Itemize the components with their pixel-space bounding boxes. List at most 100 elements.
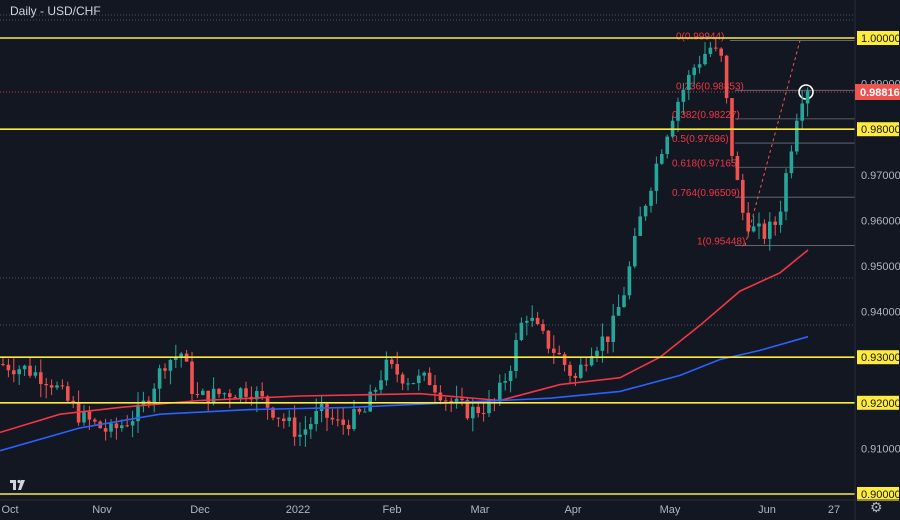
fib-level-label: 0(0.99944) bbox=[676, 32, 724, 43]
candle-body bbox=[373, 389, 378, 392]
candle-body bbox=[805, 90, 810, 104]
candle-body bbox=[411, 383, 416, 385]
candle-body bbox=[136, 404, 140, 422]
candle-body bbox=[1, 364, 5, 366]
candle-body bbox=[244, 388, 248, 397]
level-price-tag bbox=[857, 350, 899, 365]
candle-body bbox=[433, 385, 437, 393]
candle-body bbox=[589, 356, 594, 366]
candle-body bbox=[238, 388, 243, 398]
candle-body bbox=[795, 120, 799, 152]
fib-level-label: 0.764(0.96509) bbox=[672, 188, 740, 199]
candle-body bbox=[55, 385, 59, 388]
price-tick-label: 1.00000 bbox=[861, 33, 900, 45]
candle-body bbox=[525, 320, 529, 323]
candle-body bbox=[93, 419, 97, 422]
candle-body bbox=[676, 101, 680, 121]
tradingview-logo-icon bbox=[10, 479, 25, 490]
candle-body bbox=[6, 364, 11, 371]
candle-body bbox=[681, 89, 686, 102]
candle-body bbox=[195, 394, 200, 396]
candle-body bbox=[600, 336, 605, 351]
candle-body bbox=[541, 324, 545, 331]
candle-body bbox=[174, 356, 178, 360]
candle-body bbox=[233, 397, 237, 399]
candlestick-series bbox=[1, 38, 810, 447]
candle-body bbox=[471, 406, 475, 419]
candle-body bbox=[66, 386, 70, 401]
candle-body bbox=[606, 336, 610, 342]
candle-body bbox=[789, 151, 794, 174]
fib-level-label: 0.382(0.98227) bbox=[672, 110, 740, 121]
candle-body bbox=[49, 385, 54, 388]
candle-body bbox=[773, 221, 777, 225]
candle-body bbox=[314, 411, 318, 424]
fib-level-label: 1(0.95448) bbox=[697, 237, 745, 248]
candle-body bbox=[454, 398, 459, 404]
time-axis[interactable]: Oct Nov Dec 2022 Feb Mar Apr May Jun 27 bbox=[0, 499, 900, 516]
candle-body bbox=[503, 380, 507, 383]
price-tick-label: 0.93000 bbox=[861, 352, 900, 364]
candle-body bbox=[417, 375, 421, 384]
horizontal-levels bbox=[0, 37, 855, 495]
candle-body bbox=[757, 223, 761, 227]
candle-body bbox=[157, 368, 162, 389]
candle-body bbox=[255, 390, 259, 400]
level-price-tag bbox=[857, 122, 899, 137]
candle-body bbox=[33, 372, 38, 376]
candle-body bbox=[346, 424, 351, 430]
candle-body bbox=[508, 370, 513, 381]
candle-body bbox=[190, 361, 194, 395]
candle-body bbox=[552, 348, 556, 353]
time-tick-label: Dec bbox=[190, 504, 210, 516]
candle-body bbox=[438, 392, 443, 401]
level-price-tag bbox=[857, 395, 899, 410]
candle-body bbox=[120, 425, 124, 429]
candle-body bbox=[649, 190, 653, 206]
candle-body bbox=[519, 322, 524, 340]
candle-body bbox=[638, 216, 642, 236]
candle-body bbox=[762, 223, 767, 239]
candle-body bbox=[260, 390, 264, 397]
time-tick-label: Oct bbox=[1, 504, 18, 516]
candle-body bbox=[168, 359, 173, 371]
candle-body bbox=[206, 390, 210, 404]
candle-body bbox=[751, 226, 756, 232]
candle-body bbox=[130, 421, 135, 426]
candle-body bbox=[643, 205, 648, 217]
candle-body bbox=[287, 417, 291, 422]
candle-body bbox=[498, 382, 502, 402]
candle-body bbox=[352, 408, 356, 430]
candle-body bbox=[163, 368, 167, 371]
price-axis[interactable]: 1.000000.990000.980000.970000.960000.950… bbox=[854, 0, 900, 520]
candle-body bbox=[309, 423, 313, 430]
candle-body bbox=[357, 408, 362, 412]
candle-body bbox=[654, 163, 659, 191]
gear-icon[interactable]: ⚙ bbox=[870, 499, 883, 515]
candle-body bbox=[741, 179, 745, 213]
candle-body bbox=[276, 417, 281, 419]
candle-body bbox=[476, 406, 480, 414]
candle-body bbox=[271, 407, 275, 418]
candle-body bbox=[481, 413, 486, 415]
candle-body bbox=[568, 364, 572, 376]
moving-averages bbox=[0, 249, 809, 452]
candle-body bbox=[325, 404, 329, 418]
candle-body bbox=[217, 388, 221, 394]
candle-body bbox=[660, 154, 664, 164]
candle-body bbox=[384, 359, 389, 381]
time-tick-label: 27 bbox=[828, 504, 840, 516]
candle-body bbox=[211, 388, 216, 404]
candle-body bbox=[557, 352, 561, 355]
candle-body bbox=[114, 423, 119, 429]
candle-body bbox=[595, 350, 599, 357]
candle-body bbox=[714, 47, 718, 49]
candle-body bbox=[778, 211, 783, 225]
candle-body bbox=[584, 364, 588, 366]
candle-body bbox=[363, 411, 367, 413]
fibonacci-retracement: 0(0.99944) 0.236(0.98853) 0.382(0.98227) 0.… bbox=[0, 32, 855, 248]
candle-body bbox=[562, 354, 567, 365]
candle-body bbox=[179, 353, 183, 357]
time-tick-label: Mar bbox=[471, 504, 490, 516]
